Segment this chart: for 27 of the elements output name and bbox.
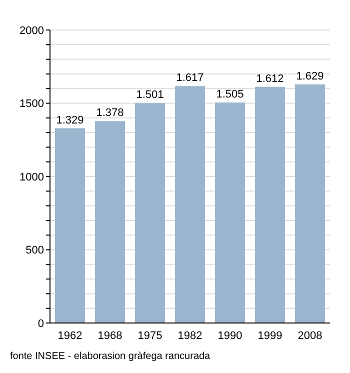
data-label: 1.612 (256, 72, 284, 85)
x-tick-label: 1962 (58, 330, 82, 342)
bar (295, 84, 325, 323)
source-note: fonte INSEE - elaborasion gràfega rancurada (10, 351, 212, 362)
y-tick-label: 1000 (20, 171, 44, 184)
x-tick-label: 1999 (258, 330, 282, 342)
bar (135, 103, 165, 323)
data-label: 1.617 (176, 72, 204, 84)
data-label: 1.629 (296, 70, 324, 82)
bar (95, 121, 125, 323)
y-tick-label: 0 (38, 318, 44, 330)
y-tick-label: 2000 (20, 24, 44, 37)
x-tick-label: 1990 (218, 330, 242, 342)
x-tick-label: 1982 (178, 330, 202, 342)
data-label: 1.505 (216, 88, 244, 101)
bar (175, 86, 205, 323)
y-tick-label: 500 (26, 244, 44, 257)
bar (55, 128, 85, 323)
bar (215, 102, 245, 323)
x-tick-label: 1975 (138, 330, 162, 342)
data-label: 1.378 (96, 107, 124, 120)
data-label: 1.329 (56, 114, 84, 126)
x-tick-label: 2008 (298, 330, 322, 342)
x-tick-label: 1968 (98, 330, 122, 342)
data-label: 1.501 (136, 89, 164, 102)
y-tick-label: 1500 (20, 98, 44, 110)
bar (255, 86, 285, 323)
